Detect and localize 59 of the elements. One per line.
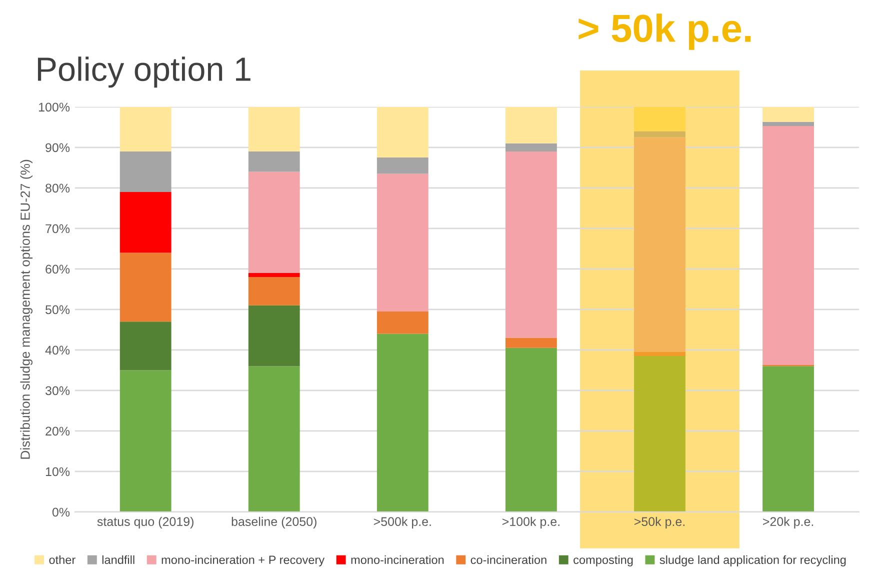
y-tick-label: 40% xyxy=(45,346,70,355)
bar xyxy=(505,151,557,338)
y-tick-label: 70% xyxy=(46,224,70,234)
bar xyxy=(634,352,686,356)
x-tick-label: >100k p.e. xyxy=(502,516,560,528)
bar xyxy=(120,151,172,192)
legend-label: sludge land application for recycling xyxy=(660,555,846,566)
bar xyxy=(120,370,172,512)
bar xyxy=(248,172,300,273)
bar xyxy=(505,348,557,512)
bar xyxy=(376,334,428,512)
y-tick-label: 90% xyxy=(46,143,70,152)
y-tick-label: 30% xyxy=(45,386,70,396)
x-tick-label: baseline (2050) xyxy=(232,516,316,528)
chart-title: Policy option 1 xyxy=(38,56,250,88)
bar xyxy=(762,122,814,126)
bar xyxy=(505,338,557,348)
bar xyxy=(762,106,814,122)
legend-label: mono-incineration + P recovery xyxy=(162,555,325,566)
bar xyxy=(376,106,428,158)
x-tick-label: >500k p.e. xyxy=(374,516,431,528)
bar xyxy=(248,272,300,278)
bar xyxy=(634,131,686,138)
y-tick-label: 60% xyxy=(46,264,70,274)
legend-label: mono-incineration xyxy=(351,555,444,564)
y-tick-label: 100% xyxy=(39,102,70,112)
text: > 50k p.e. xyxy=(578,14,751,50)
bar xyxy=(762,126,814,365)
bar xyxy=(376,174,428,312)
y-axis-title: Distribution sludge management options EU-27 (%) xyxy=(20,160,32,459)
y-tick-label: 20% xyxy=(46,426,70,436)
y-tick-label: 10% xyxy=(46,467,70,476)
bar xyxy=(634,106,686,132)
x-tick-label: status quo (2019) xyxy=(97,516,194,528)
x-tick-label: >20k p.e. xyxy=(763,516,814,528)
bar xyxy=(634,356,686,512)
bar xyxy=(248,277,300,306)
legend-label: other xyxy=(49,555,76,564)
bar xyxy=(505,106,557,144)
bar xyxy=(120,192,172,253)
bar xyxy=(120,322,172,370)
y-tick-label: 50% xyxy=(46,305,70,314)
legend-label: co-incineration xyxy=(470,555,546,564)
y-tick-label: 0% xyxy=(52,508,70,517)
bar xyxy=(634,137,686,352)
bar xyxy=(248,366,300,512)
y-tick-label: 80% xyxy=(46,184,70,193)
bar xyxy=(505,143,557,152)
legend-label: composting xyxy=(574,555,633,566)
bar xyxy=(248,305,300,366)
legend-label: landfill xyxy=(102,555,134,564)
bar xyxy=(376,158,428,174)
x-tick-label: >50k p.e. xyxy=(634,516,684,528)
bar xyxy=(120,252,172,322)
bar xyxy=(762,366,814,512)
bar xyxy=(248,106,300,152)
bar xyxy=(248,151,300,172)
bar xyxy=(376,311,428,334)
bar xyxy=(120,106,172,152)
